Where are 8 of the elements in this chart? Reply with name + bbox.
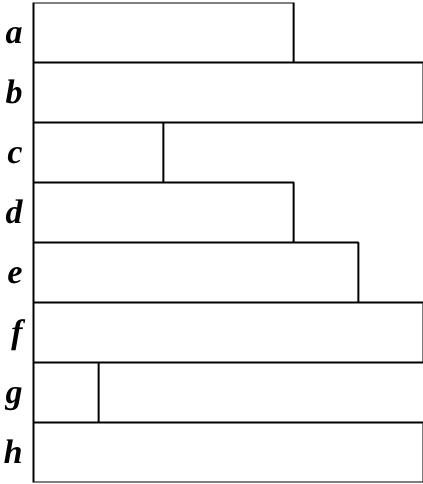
y-tick-label: c	[7, 134, 23, 171]
y-tick-label: b	[6, 74, 22, 111]
y-tick-label: g	[4, 374, 22, 411]
y-tick-label: h	[4, 434, 23, 471]
y-tick-label: a	[6, 14, 22, 51]
y-tick-label: d	[6, 194, 24, 231]
y-tick-label: f	[11, 314, 26, 351]
y-tick-label: e	[7, 254, 23, 291]
